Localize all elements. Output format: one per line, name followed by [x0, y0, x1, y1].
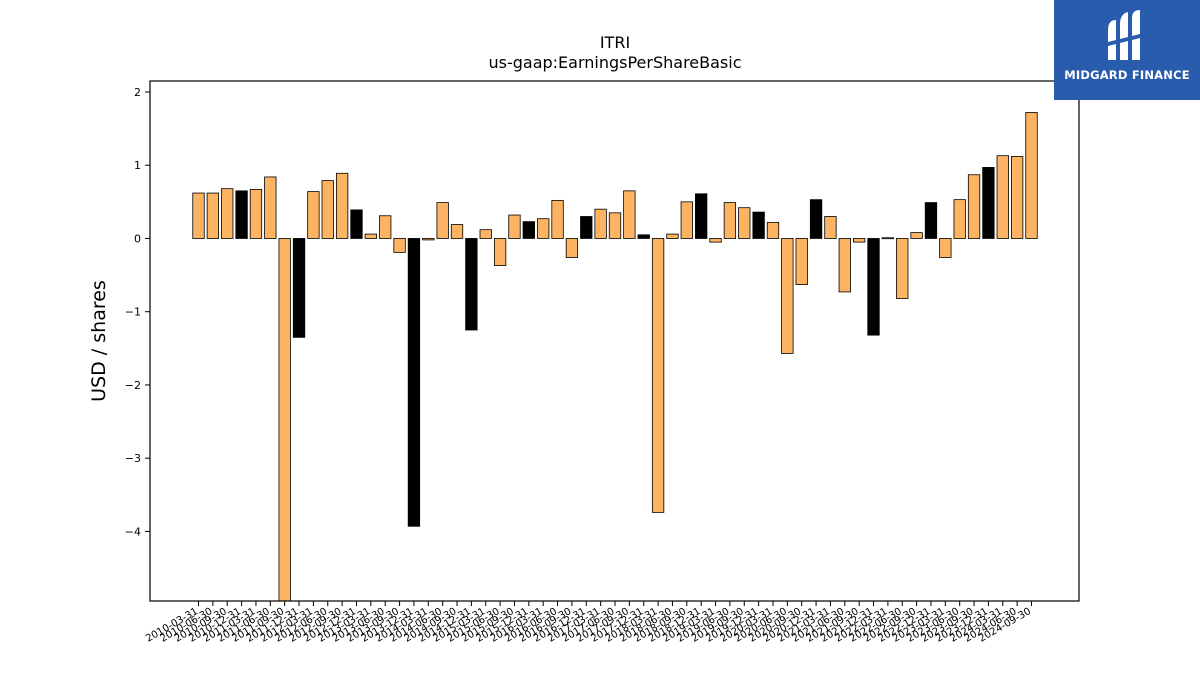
y-tick-label: −2: [125, 379, 141, 392]
bar-2013-06-30: [379, 215, 392, 239]
bar-2014-09-30: [450, 224, 464, 239]
bar-2017-06-30: [608, 212, 622, 239]
bar-2017-09-30: [623, 190, 636, 239]
bar-2012-03-31: [307, 191, 320, 239]
bar-2023-06-30: [953, 199, 966, 239]
bar-2019-09-30: [738, 207, 751, 239]
plot-frame: [149, 80, 1080, 602]
bar-2013-03-31: [364, 233, 377, 239]
bar-2019-12-31: [752, 211, 765, 239]
chart-title: ITRI: [600, 33, 630, 52]
bar-2018-06-30: [666, 233, 679, 239]
bar-2017-12-31: [637, 234, 650, 239]
y-ticks-group: 2 1 0 −1 −2 −3 −4: [125, 86, 150, 538]
bar-2019-03-31: [709, 238, 722, 243]
bar-2021-12-31: [867, 238, 880, 336]
bar-2016-12-31: [580, 216, 593, 239]
bar-2020-03-31: [766, 221, 780, 239]
bar-2014-06-30: [436, 202, 449, 239]
y-tick-label: −3: [125, 452, 141, 465]
bar-2012-09-30: [335, 172, 349, 239]
bar-2020-12-31: [809, 199, 823, 239]
bar-2014-03-31: [422, 238, 435, 241]
bar-2013-09-30: [393, 238, 406, 253]
bar-2014-12-31: [465, 238, 478, 331]
bar-2010-03-31: [192, 192, 205, 239]
bar-2012-06-30: [321, 180, 334, 239]
bar-2018-09-30: [680, 201, 693, 239]
y-tick-label: 2: [134, 86, 141, 99]
bar-2022-09-30: [910, 232, 923, 239]
bar-2018-03-31: [651, 238, 665, 513]
bar-2023-12-31: [982, 167, 995, 239]
bar-2022-03-31: [881, 237, 895, 240]
y-tick-label: −4: [125, 525, 141, 538]
bars-group: [192, 112, 1038, 602]
midgard-finance-logo: MIDGARD FINANCE: [1054, 0, 1200, 100]
bar-2015-06-30: [493, 238, 507, 266]
bar-2021-03-31: [824, 216, 837, 239]
bar-2024-06-30: [1010, 156, 1024, 239]
bar-2020-09-30: [795, 238, 808, 286]
bar-2022-06-30: [896, 238, 909, 299]
bar-2015-03-31: [479, 229, 492, 239]
y-tick-label: 1: [134, 159, 141, 172]
bar-2011-03-31: [249, 188, 263, 239]
logo-text: MIDGARD FINANCE: [1064, 68, 1190, 82]
bar-2023-09-30: [967, 174, 981, 239]
bar-2010-12-31: [235, 190, 248, 239]
bar-2024-03-31: [996, 155, 1009, 239]
bar-2011-09-30: [278, 238, 291, 602]
midgard-finance-logo-icon: [1108, 10, 1140, 60]
bar-2021-09-30: [853, 238, 866, 243]
y-axis-label: USD / shares: [88, 280, 110, 402]
y-tick-label: 0: [134, 232, 141, 245]
bar-2021-06-30: [838, 238, 851, 293]
x-ticks-group: 2010-03-312010-06-302010-09-302010-12-31…: [144, 601, 1033, 645]
bar-2016-06-30: [551, 199, 564, 239]
bar-2018-12-31: [695, 193, 708, 239]
bar-2015-09-30: [508, 214, 521, 239]
bar-2020-06-30: [781, 238, 794, 354]
bar-2012-12-31: [350, 209, 363, 239]
bar-2015-12-31: [522, 221, 535, 239]
chart-subtitle: us-gaap:EarningsPerShareBasic: [488, 53, 741, 72]
bar-2013-12-31: [407, 238, 421, 527]
bar-2011-12-31: [292, 238, 306, 338]
bar-2024-09-30: [1025, 112, 1038, 239]
bar-2016-09-30: [565, 238, 579, 258]
bar-2010-09-30: [221, 188, 234, 239]
bar-2023-03-31: [939, 238, 952, 258]
bar-2016-03-31: [537, 218, 550, 239]
bar-2022-12-31: [924, 202, 938, 239]
bar-2010-06-30: [206, 192, 220, 239]
bar-2017-03-31: [594, 208, 607, 239]
y-tick-label: −1: [125, 306, 141, 319]
bar-2019-06-30: [723, 202, 737, 239]
bar-2011-06-30: [264, 176, 277, 239]
